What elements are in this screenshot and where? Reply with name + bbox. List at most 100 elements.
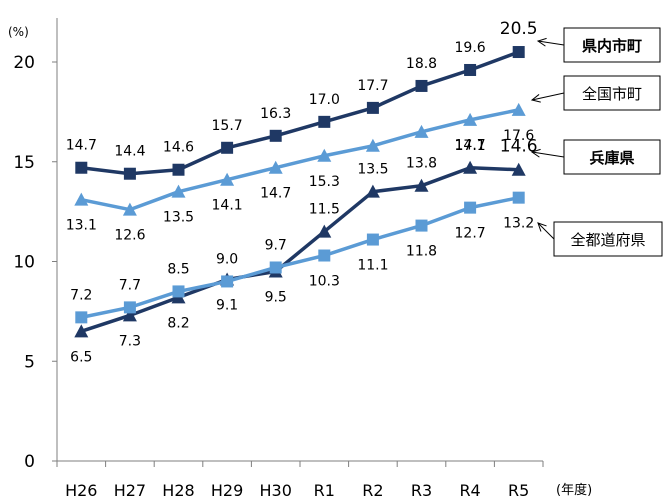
data-label: 13.2 bbox=[503, 216, 534, 232]
legend-label: 県内市町 bbox=[582, 37, 642, 55]
data-point-square bbox=[512, 46, 525, 59]
x-tick-label: H27 bbox=[114, 481, 146, 497]
data-point-triangle bbox=[463, 112, 478, 126]
data-point-triangle bbox=[220, 172, 235, 186]
x-tick-label: R3 bbox=[411, 481, 432, 497]
legend-arrow bbox=[537, 40, 565, 46]
y-axis-label: (%) bbox=[8, 25, 29, 39]
data-label: 13.8 bbox=[406, 156, 437, 172]
data-label: 9.5 bbox=[265, 289, 287, 305]
x-tick-label: H26 bbox=[65, 481, 97, 497]
data-label: 7.2 bbox=[70, 287, 92, 303]
data-label: 11.8 bbox=[406, 244, 437, 260]
data-label: 14.6 bbox=[500, 137, 538, 157]
data-label: 15.7 bbox=[212, 118, 243, 134]
data-point-square bbox=[269, 261, 282, 274]
data-label: 14.4 bbox=[114, 144, 145, 160]
data-point-square bbox=[172, 163, 185, 176]
data-label: 11.5 bbox=[309, 202, 340, 218]
data-point-square bbox=[123, 301, 136, 314]
data-label: 17.1 bbox=[455, 138, 486, 154]
data-label: 18.8 bbox=[406, 56, 437, 72]
data-label: 9.7 bbox=[265, 237, 287, 253]
data-label: 12.6 bbox=[114, 228, 145, 244]
data-point-triangle bbox=[511, 102, 526, 116]
data-point-triangle bbox=[317, 224, 332, 238]
legend-label: 全都道府県 bbox=[570, 231, 645, 249]
legend-box bbox=[563, 75, 661, 111]
data-point-triangle bbox=[414, 178, 429, 192]
data-point-square bbox=[318, 115, 331, 128]
data-label: 8.5 bbox=[167, 261, 189, 277]
data-point-triangle bbox=[365, 184, 380, 198]
x-tick-label: R1 bbox=[314, 481, 335, 497]
data-label: 19.6 bbox=[455, 40, 486, 56]
x-tick-label: R5 bbox=[508, 481, 529, 497]
legend-arrowhead bbox=[537, 222, 547, 232]
data-point-square bbox=[415, 219, 428, 232]
data-point-triangle bbox=[463, 160, 478, 174]
data-label: 14.1 bbox=[212, 198, 243, 214]
chart-axes: 0 5 10 15 20 (%) H26 H27 H28 H29 H30 R1 R2 R3 R4 R5 (年度) bbox=[8, 18, 592, 497]
data-label: 14.7 bbox=[455, 138, 486, 154]
y-tick-label: 10 bbox=[13, 253, 35, 273]
data-point-square bbox=[123, 167, 136, 180]
data-label: 20.5 bbox=[500, 19, 538, 39]
chart-series bbox=[74, 46, 526, 338]
y-tick-label: 20 bbox=[13, 53, 35, 73]
data-point-square bbox=[415, 79, 428, 92]
series-line bbox=[80, 195, 520, 320]
data-point-square bbox=[512, 191, 525, 204]
y-tick-label: 15 bbox=[13, 153, 35, 173]
data-point-square bbox=[75, 311, 88, 324]
data-label: 9.1 bbox=[216, 297, 238, 313]
x-tick-label: R4 bbox=[459, 481, 480, 497]
data-point-triangle bbox=[171, 184, 186, 198]
data-label: 6.5 bbox=[70, 349, 92, 365]
data-label: 14.6 bbox=[163, 140, 194, 156]
legend-arrow bbox=[531, 92, 565, 101]
data-label: 7.7 bbox=[119, 277, 141, 293]
legend-arrowhead bbox=[530, 94, 541, 103]
data-label: 17.6 bbox=[503, 128, 534, 144]
data-point-triangle bbox=[74, 192, 89, 206]
x-tick-label: H30 bbox=[260, 481, 292, 497]
data-point-square bbox=[464, 201, 477, 214]
data-point-triangle bbox=[365, 138, 380, 152]
data-point-square bbox=[75, 161, 88, 174]
series-line bbox=[80, 165, 519, 333]
x-tick-label: H29 bbox=[211, 481, 243, 497]
data-point-square bbox=[366, 233, 379, 246]
data-label: 7.3 bbox=[119, 333, 141, 349]
legend-arrowhead bbox=[530, 148, 541, 158]
data-label: 13.5 bbox=[357, 162, 388, 178]
series-line bbox=[80, 108, 520, 212]
data-point-triangle bbox=[268, 160, 283, 174]
chart-data-labels: 14.7 14.4 14.6 15.7 16.3 17.0 17.7 18.8 19.6 20.5… bbox=[66, 19, 538, 365]
data-label: 15.3 bbox=[309, 174, 340, 190]
data-point-triangle bbox=[74, 324, 89, 338]
legend-arrowhead bbox=[536, 37, 547, 47]
data-point-square bbox=[366, 101, 379, 114]
legend-label: 全国市町 bbox=[582, 85, 642, 103]
data-label: 8.2 bbox=[167, 315, 189, 331]
data-point-triangle bbox=[317, 148, 332, 162]
x-tick-label: H28 bbox=[162, 481, 194, 497]
data-point-square bbox=[269, 129, 282, 142]
data-label: 11.1 bbox=[357, 258, 388, 274]
data-point-triangle bbox=[511, 162, 526, 176]
data-label: 14.7 bbox=[66, 138, 97, 154]
data-label: 10.3 bbox=[309, 274, 340, 290]
y-tick-label: 5 bbox=[24, 352, 35, 372]
data-label: 9.0 bbox=[216, 251, 238, 267]
data-point-triangle bbox=[122, 308, 137, 322]
data-point-square bbox=[464, 63, 477, 76]
data-label: 16.3 bbox=[260, 106, 291, 122]
data-label: 14.7 bbox=[260, 186, 291, 202]
data-label: 17.7 bbox=[357, 78, 388, 94]
data-point-triangle bbox=[414, 124, 429, 138]
legend-label: 兵庫県 bbox=[589, 149, 634, 167]
data-label: 17.0 bbox=[309, 92, 340, 108]
legend-arrow bbox=[537, 222, 555, 240]
